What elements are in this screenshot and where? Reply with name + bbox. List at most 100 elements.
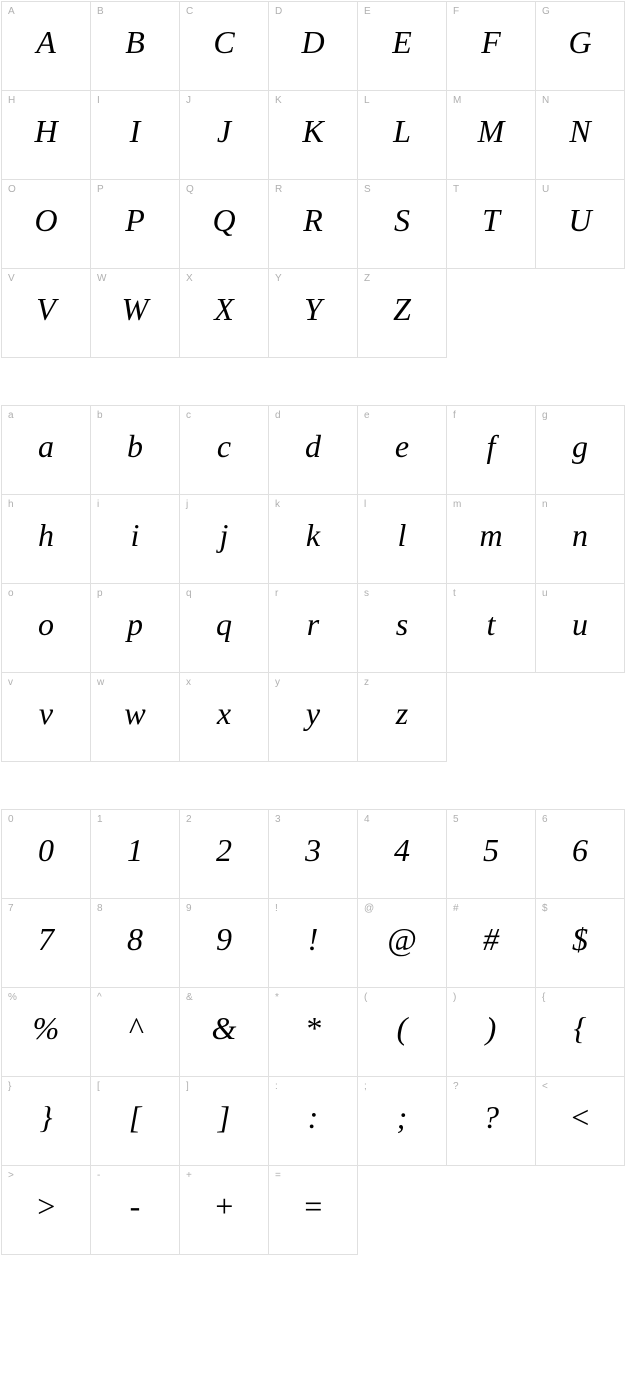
glyph-label: d	[275, 410, 281, 421]
glyph-label: [	[97, 1081, 100, 1092]
glyph-display: #	[447, 921, 535, 958]
glyph-label: t	[453, 588, 456, 599]
glyph-cell: $$	[535, 898, 625, 988]
glyph-cell: 11	[90, 809, 180, 899]
glyph-label: *	[275, 992, 279, 1003]
glyph-label: 3	[275, 814, 281, 825]
glyph-label: l	[364, 499, 366, 510]
glyph-label: D	[275, 6, 282, 17]
glyph-label: 0	[8, 814, 14, 825]
glyph-cell: GG	[535, 1, 625, 91]
glyph-display: o	[2, 606, 90, 643]
glyph-cell: BB	[90, 1, 180, 91]
glyph-cell: mm	[446, 494, 536, 584]
glyph-label: v	[8, 677, 13, 688]
glyph-display: :	[269, 1099, 357, 1136]
glyph-display: u	[536, 606, 624, 643]
glyph-label: T	[453, 184, 459, 195]
glyph-display: v	[2, 695, 90, 732]
glyph-display: e	[358, 428, 446, 465]
glyph-cell: ff	[446, 405, 536, 495]
glyph-cell: vv	[1, 672, 91, 762]
glyph-label: e	[364, 410, 370, 421]
glyph-cell: 66	[535, 809, 625, 899]
glyph-label: Y	[275, 273, 282, 284]
glyph-cell: 22	[179, 809, 269, 899]
glyph-cell: ii	[90, 494, 180, 584]
glyph-label: ?	[453, 1081, 459, 1092]
glyph-display: K	[269, 113, 357, 150]
glyph-cell: ??	[446, 1076, 536, 1166]
glyph-display: G	[536, 24, 624, 61]
glyph-display: t	[447, 606, 535, 643]
glyph-cell: 88	[90, 898, 180, 988]
glyph-cell: kk	[268, 494, 358, 584]
glyph-cell: RR	[268, 179, 358, 269]
glyph-display: I	[91, 113, 179, 150]
glyph-label: q	[186, 588, 192, 599]
glyph-display: ?	[447, 1099, 535, 1136]
glyph-cell: ww	[90, 672, 180, 762]
glyph-cell: uu	[535, 583, 625, 673]
glyph-display: s	[358, 606, 446, 643]
glyph-cell: ##	[446, 898, 536, 988]
glyph-display: h	[2, 517, 90, 554]
glyph-display: c	[180, 428, 268, 465]
glyph-display: y	[269, 695, 357, 732]
glyph-display: H	[2, 113, 90, 150]
glyph-display: ;	[358, 1099, 446, 1136]
glyph-label: +	[186, 1170, 192, 1181]
glyph-label: 7	[8, 903, 14, 914]
glyph-label: <	[542, 1081, 548, 1092]
glyph-display: U	[536, 202, 624, 239]
glyph-label: ^	[97, 992, 102, 1003]
glyph-cell: ZZ	[357, 268, 447, 358]
glyph-label: =	[275, 1170, 281, 1181]
glyph-display: }	[2, 1099, 90, 1136]
glyph-display: W	[91, 291, 179, 328]
glyph-cell: NN	[535, 90, 625, 180]
glyph-cell: SS	[357, 179, 447, 269]
glyph-cell: AA	[1, 1, 91, 91]
glyph-display: 8	[91, 921, 179, 958]
glyph-display: 5	[447, 832, 535, 869]
glyph-display: O	[2, 202, 90, 239]
glyph-label: L	[364, 95, 370, 106]
glyph-display: Z	[358, 291, 446, 328]
glyph-cell: PP	[90, 179, 180, 269]
glyph-cell: {{	[535, 987, 625, 1077]
glyph-display: ^	[91, 1010, 179, 1047]
glyph-label: z	[364, 677, 369, 688]
glyph-label: 9	[186, 903, 192, 914]
glyph-cell: pp	[90, 583, 180, 673]
glyph-cell: ;;	[357, 1076, 447, 1166]
glyph-display: r	[269, 606, 357, 643]
glyph-cell: yy	[268, 672, 358, 762]
glyph-label: w	[97, 677, 104, 688]
glyph-display: >	[2, 1188, 90, 1225]
glyph-cell: [[	[90, 1076, 180, 1166]
glyph-label: c	[186, 410, 191, 421]
glyph-label: 5	[453, 814, 459, 825]
glyph-label: u	[542, 588, 548, 599]
glyph-cell: MM	[446, 90, 536, 180]
glyph-label: )	[453, 992, 456, 1003]
glyph-label: >	[8, 1170, 14, 1181]
glyph-label: 1	[97, 814, 103, 825]
glyph-cell: 33	[268, 809, 358, 899]
glyph-display: T	[447, 202, 535, 239]
glyph-display: Y	[269, 291, 357, 328]
glyph-label: r	[275, 588, 278, 599]
section-uppercase: AABBCCDDEEFFGGHHIIJJKKLLMMNNOOPPQQRRSSTT…	[2, 2, 632, 358]
glyph-display: b	[91, 428, 179, 465]
glyph-cell: OO	[1, 179, 91, 269]
glyph-label: R	[275, 184, 282, 195]
glyph-display: g	[536, 428, 624, 465]
glyph-display: C	[180, 24, 268, 61]
glyph-cell: cc	[179, 405, 269, 495]
glyph-label: S	[364, 184, 371, 195]
section-symbols: 00112233445566778899!!@@##$$%%^^&&**(())…	[2, 810, 632, 1255]
glyph-label: H	[8, 95, 15, 106]
glyph-display: n	[536, 517, 624, 554]
glyph-display: x	[180, 695, 268, 732]
